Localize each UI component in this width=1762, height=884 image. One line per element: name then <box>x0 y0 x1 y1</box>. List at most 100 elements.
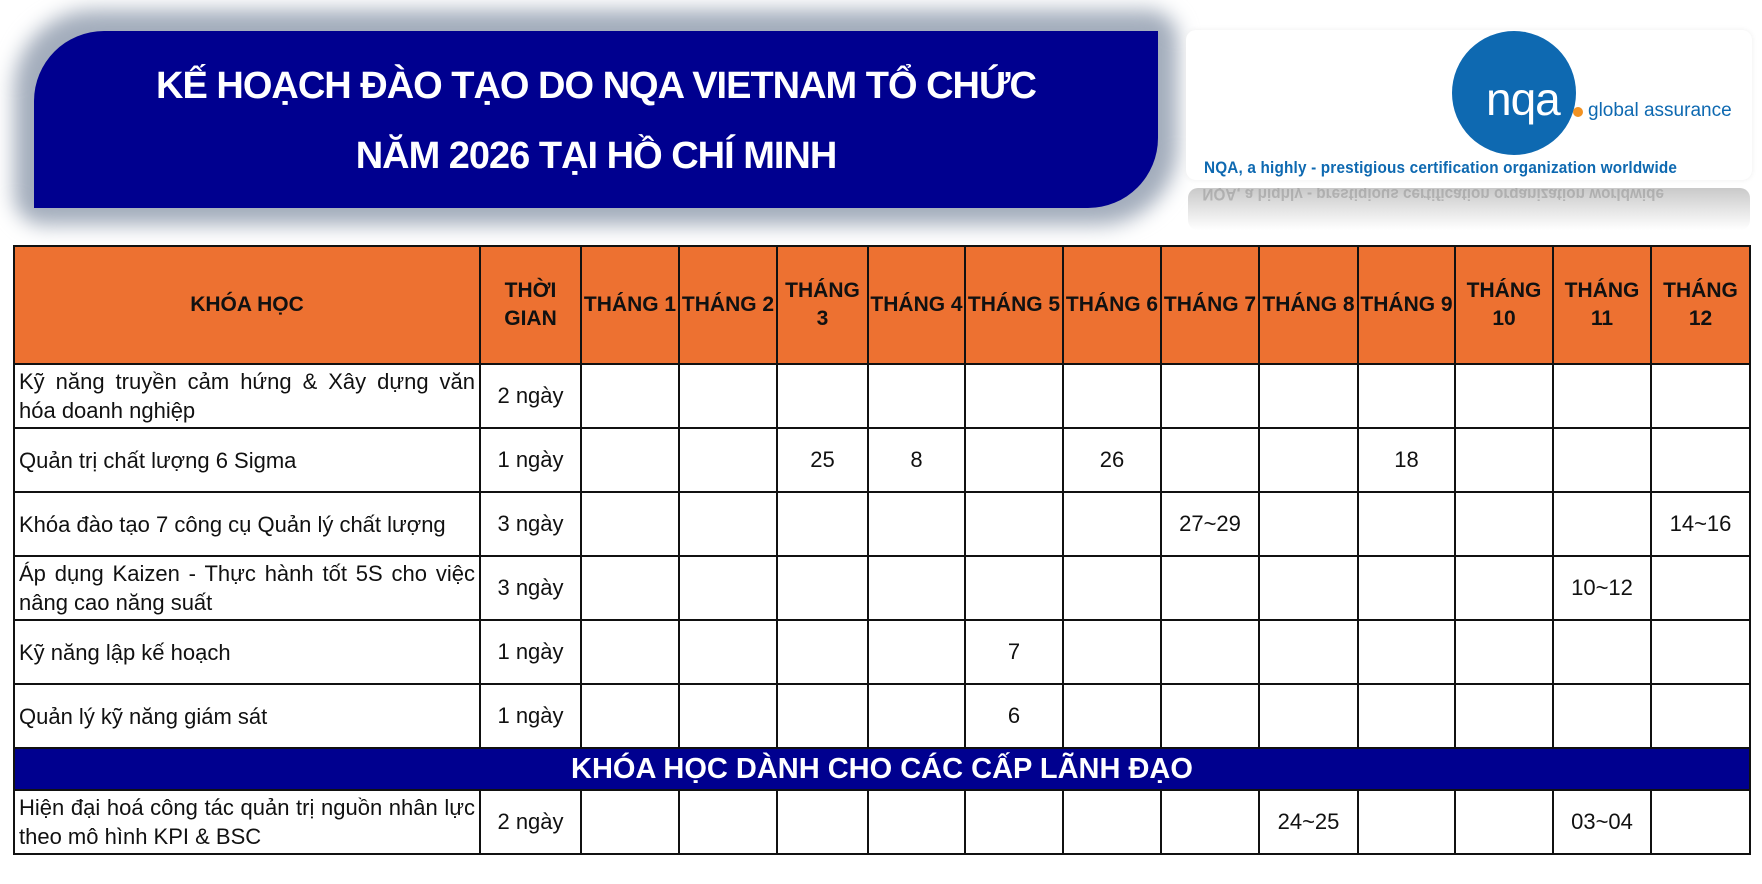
month-cell <box>678 491 778 557</box>
table-row: Quản lý kỹ năng giám sát 1 ngày 6 <box>13 683 1751 749</box>
table-row: Khóa đào tạo 7 công cụ Quản lý chất lượn… <box>13 491 1751 557</box>
month-cell: 27~29 <box>1160 491 1260 557</box>
month-cell <box>1357 363 1456 429</box>
month-cell <box>1650 683 1751 749</box>
month-cell <box>1160 363 1260 429</box>
month-cell <box>1258 491 1359 557</box>
month-cell: 25 <box>776 427 869 493</box>
course-duration: 1 ngày <box>479 427 582 493</box>
month-cell <box>1650 555 1751 621</box>
month-cell <box>1454 363 1554 429</box>
course-duration: 2 ngày <box>479 363 582 429</box>
course-duration: 3 ngày <box>479 491 582 557</box>
month-cell <box>1454 491 1554 557</box>
month-cell: 03~04 <box>1552 789 1652 855</box>
section-title: KHÓA HỌC DÀNH CHO CÁC CẤP LÃNH ĐẠO <box>13 747 1751 791</box>
month-cell <box>964 555 1064 621</box>
logo-dot-icon <box>1573 107 1583 117</box>
logo-tagline: NQA, a highly - prestigious certificatio… <box>1204 158 1678 177</box>
month-cell <box>1258 683 1359 749</box>
month-cell <box>1062 363 1162 429</box>
column-header: THÁNG 1 <box>580 245 680 365</box>
month-cell: 14~16 <box>1650 491 1751 557</box>
month-cell <box>1650 427 1751 493</box>
month-cell <box>1552 363 1652 429</box>
month-cell <box>580 555 680 621</box>
month-cell <box>1160 427 1260 493</box>
month-cell <box>580 491 680 557</box>
column-header: THÁNG 2 <box>678 245 778 365</box>
column-header: THÁNG 8 <box>1258 245 1359 365</box>
month-cell <box>964 363 1064 429</box>
nqa-logo-text: nqa <box>1486 73 1561 125</box>
training-schedule-table: KHÓA HỌC THỜI GIAN THÁNG 1 THÁNG 2 THÁNG 3 TH… <box>13 245 1751 855</box>
course-name: Hiện đại hoá công tác quản trị nguồn nhâ… <box>13 789 481 855</box>
month-cell <box>580 683 680 749</box>
page-title-line2: NĂM 2026 TẠI HỒ CHÍ MINH <box>355 135 838 177</box>
column-header: THÁNG 12 <box>1650 245 1751 365</box>
month-cell <box>1062 789 1162 855</box>
month-cell: 10~12 <box>1552 555 1652 621</box>
month-cell <box>1552 619 1652 685</box>
month-cell <box>1454 427 1554 493</box>
month-cell <box>678 555 778 621</box>
course-duration: 1 ngày <box>479 683 582 749</box>
month-cell <box>964 491 1064 557</box>
month-cell <box>1357 683 1456 749</box>
month-cell <box>1650 619 1751 685</box>
month-cell <box>867 555 966 621</box>
table-row: Kỹ năng truyền cảm hứng & Xây dựng văn h… <box>13 363 1751 429</box>
course-name: Kỹ năng lập kế hoạch <box>13 619 481 685</box>
month-cell <box>1552 427 1652 493</box>
month-cell <box>964 427 1064 493</box>
month-cell <box>678 683 778 749</box>
column-header: THÁNG 4 <box>867 245 966 365</box>
title-banner: KẾ HOẠCH ĐÀO TẠO DO NQA VIETNAM TỔ CHỨC … <box>34 31 1158 208</box>
column-header: THÁNG 6 <box>1062 245 1162 365</box>
month-cell <box>1258 619 1359 685</box>
month-cell <box>867 789 966 855</box>
month-cell <box>1552 491 1652 557</box>
month-cell <box>580 363 680 429</box>
table-row: Áp dụng Kaizen - Thực hành tốt 5S cho vi… <box>13 555 1751 621</box>
month-cell <box>580 619 680 685</box>
month-cell: 26 <box>1062 427 1162 493</box>
month-cell <box>1650 363 1751 429</box>
month-cell <box>1258 427 1359 493</box>
month-cell: 6 <box>964 683 1064 749</box>
table-row: Quản trị chất lượng 6 Sigma 1 ngày 25 8 26 18 <box>13 427 1751 493</box>
month-cell <box>1062 555 1162 621</box>
nqa-logo-circle <box>1452 31 1576 155</box>
month-cell <box>867 491 966 557</box>
month-cell <box>1650 789 1751 855</box>
month-cell <box>1062 619 1162 685</box>
month-cell <box>1357 491 1456 557</box>
column-header: THÁNG 11 <box>1552 245 1652 365</box>
page-title-line1: KẾ HOẠCH ĐÀO TẠO DO NQA VIETNAM TỔ CHỨC <box>156 65 1037 107</box>
month-cell <box>1258 363 1359 429</box>
column-header: THÁNG 5 <box>964 245 1064 365</box>
column-header: THÁNG 10 <box>1454 245 1554 365</box>
tagline-reflection: NQA, a highly - prestigious certificatio… <box>1188 188 1750 230</box>
month-cell <box>867 363 966 429</box>
month-cell <box>1454 683 1554 749</box>
month-cell <box>1357 619 1456 685</box>
month-cell <box>1258 555 1359 621</box>
month-cell <box>1357 789 1456 855</box>
month-cell <box>1454 789 1554 855</box>
month-cell <box>1160 619 1260 685</box>
course-name: Khóa đào tạo 7 công cụ Quản lý chất lượn… <box>13 491 481 557</box>
course-name: Quản lý kỹ năng giám sát <box>13 683 481 749</box>
course-duration: 1 ngày <box>479 619 582 685</box>
month-cell <box>1454 555 1554 621</box>
month-cell <box>678 427 778 493</box>
month-cell <box>1062 491 1162 557</box>
column-header: THÁNG 3 <box>776 245 869 365</box>
month-cell <box>678 789 778 855</box>
table-row: Hiện đại hoá công tác quản trị nguồn nhâ… <box>13 789 1751 855</box>
month-cell <box>776 683 869 749</box>
column-header: THỜI GIAN <box>479 245 582 365</box>
logo-subtitle: global assurance <box>1588 100 1732 121</box>
month-cell <box>1160 683 1260 749</box>
month-cell <box>776 491 869 557</box>
